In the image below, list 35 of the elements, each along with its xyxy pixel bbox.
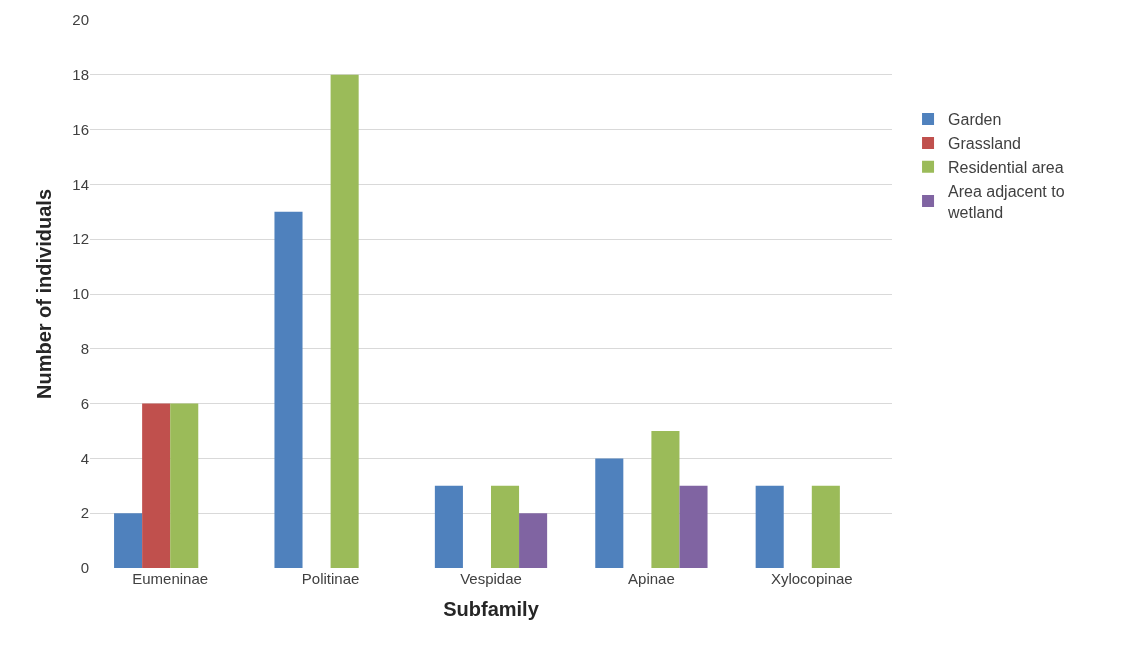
bar <box>491 485 520 568</box>
bar <box>170 403 199 568</box>
y-tick-label: 8 <box>80 340 89 358</box>
y-tick-label: 20 <box>72 11 89 29</box>
x-tick-label: Apinae <box>628 570 675 587</box>
legend-label: Grassland <box>948 135 1021 153</box>
bar <box>114 513 143 568</box>
bar <box>330 74 359 568</box>
bar <box>679 485 708 568</box>
x-tick-label: Vespidae <box>460 570 522 587</box>
bar <box>519 513 548 568</box>
y-tick-label: 18 <box>72 66 89 84</box>
x-tick-label: Xylocopinae <box>770 570 853 587</box>
bar <box>755 485 784 568</box>
bar <box>651 431 680 568</box>
bar <box>595 458 624 568</box>
x-tick-label: Politinae <box>301 570 360 587</box>
y-tick-label: 10 <box>72 285 89 303</box>
legend-label: Garden <box>948 111 1002 129</box>
bar <box>274 211 303 568</box>
bar <box>434 485 463 568</box>
y-tick-label: 4 <box>80 449 89 467</box>
x-tick-label: Eumeninae <box>132 570 209 587</box>
legend-label: Residential area <box>948 158 1064 176</box>
y-axis-title: Number of individuals <box>32 188 55 400</box>
y-tick-label: 16 <box>72 120 89 138</box>
x-axis-title: Subfamily <box>443 597 540 620</box>
y-tick-label: 0 <box>80 559 89 577</box>
y-tick-label: 14 <box>72 175 89 193</box>
y-tick-label: 12 <box>72 230 89 248</box>
y-tick-label: 2 <box>80 504 89 522</box>
bar <box>142 403 171 568</box>
y-tick-label: 6 <box>80 394 89 412</box>
legend-label: Area adjacent to wetland <box>947 182 1065 221</box>
bar <box>811 485 840 568</box>
